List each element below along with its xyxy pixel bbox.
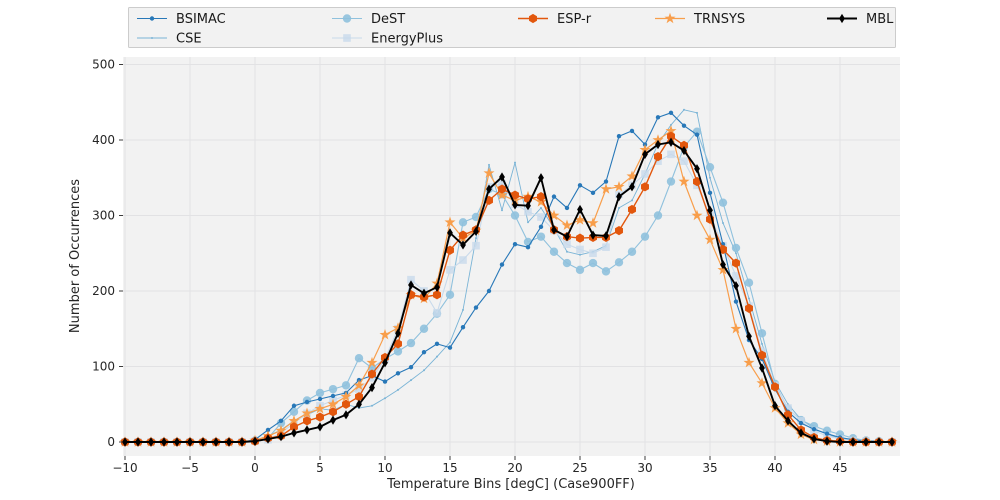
- series-mbl: [122, 137, 895, 447]
- x-tick-label: 20: [507, 461, 522, 475]
- x-tick-label: 5: [316, 461, 324, 475]
- y-tick-label: 500: [92, 58, 115, 72]
- x-tick-label: −10: [112, 461, 137, 475]
- legend-label-cse: CSE: [176, 32, 202, 47]
- y-tick-label: 400: [92, 133, 115, 147]
- x-tick-label: 45: [832, 461, 847, 475]
- x-tick-label: 0: [251, 461, 259, 475]
- legend-label-trnsys: TRNSYS: [693, 12, 745, 27]
- plot-area: [123, 57, 900, 456]
- axes: −10 −5 0 5 10 15 20 25 30 35 40 45 0 100 200 300 400 500: [92, 58, 848, 476]
- x-tick-label: 15: [442, 461, 457, 475]
- legend-label-dest: DeST: [371, 12, 405, 27]
- legend-marker-bsimac-icon: [149, 16, 155, 21]
- x-tick-label: 30: [637, 461, 652, 475]
- legend-label-esp-r: ESP-r: [557, 12, 592, 27]
- legend-item-mbl: MBL: [827, 12, 894, 27]
- x-tick-label: 25: [572, 461, 587, 475]
- legend-item-bsimac: BSIMAC: [137, 12, 226, 27]
- legend-marker-esp-r-icon: [529, 13, 537, 24]
- legend-label-energyplus: EnergyPlus: [371, 32, 443, 47]
- legend-marker-cse-icon: [151, 37, 153, 39]
- series-layer: [119, 108, 898, 447]
- x-tick-label: 40: [767, 461, 782, 475]
- series-markers-esp-r: [121, 131, 896, 447]
- legend-item-esp-r: ESP-r: [518, 12, 592, 27]
- x-tick-label: 35: [702, 461, 717, 475]
- legend-marker-dest-icon: [342, 14, 352, 23]
- legend-item-cse: CSE: [137, 32, 202, 47]
- plot-background: [123, 57, 900, 456]
- legend-item-dest: DeST: [332, 12, 405, 27]
- series-markers-mbl: [122, 137, 895, 447]
- legend-item-trnsys: TRNSYS: [655, 12, 745, 27]
- x-axis-label: Temperature Bins [degC] (Case900FF): [386, 477, 635, 492]
- y-axis-label: Number of Occurrences: [68, 179, 83, 333]
- legend-label-mbl: MBL: [866, 12, 894, 27]
- legend-label-bsimac: BSIMAC: [176, 12, 226, 27]
- legend-marker-trnsys-icon: [664, 12, 676, 24]
- y-tick-label: 300: [92, 209, 115, 223]
- y-tick-label: 100: [92, 360, 115, 374]
- legend-box: [128, 7, 896, 48]
- y-tick-label: 200: [92, 284, 115, 298]
- legend-item-energyplus: EnergyPlus: [332, 32, 443, 47]
- legend-marker-mbl-icon: [839, 13, 845, 24]
- x-tick-label: −5: [181, 461, 199, 475]
- legend: BSIMAC CSE DeST EnergyPlus ESP-r TRNSYS MBL: [128, 7, 896, 48]
- legend-marker-energyplus-icon: [343, 34, 351, 42]
- y-tick-label: 0: [107, 435, 115, 449]
- x-tick-label: 10: [377, 461, 392, 475]
